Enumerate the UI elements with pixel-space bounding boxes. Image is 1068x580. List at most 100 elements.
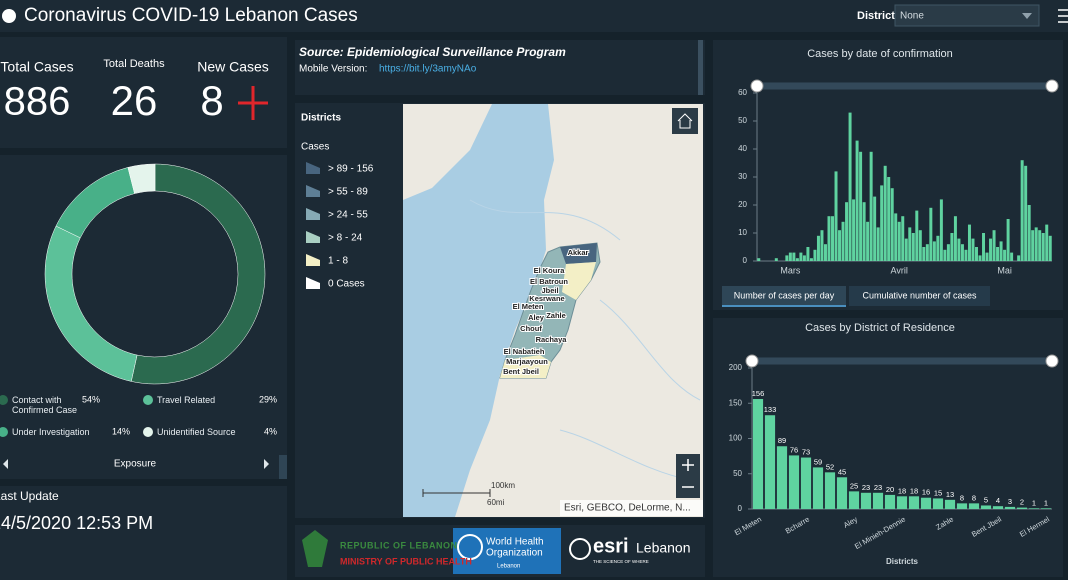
bar (1006, 219, 1010, 261)
tab[interactable] (849, 286, 990, 306)
bar (1016, 507, 1028, 509)
slider-handle[interactable] (1045, 79, 1059, 93)
donut-slice (130, 163, 266, 385)
bar (824, 472, 836, 509)
bar (922, 247, 926, 261)
bar (866, 221, 870, 261)
moph-emblem (302, 530, 328, 567)
y-tick-label: 0 (738, 504, 743, 513)
stat-value: 886 (4, 80, 71, 124)
bar (896, 496, 908, 509)
bar (855, 140, 859, 261)
bar (944, 499, 956, 509)
bar (816, 235, 820, 261)
attribution-bg (560, 500, 703, 516)
app-icon (2, 9, 16, 23)
district-label: Aley (528, 313, 545, 322)
bar (925, 244, 929, 261)
legend-swatch (306, 208, 320, 220)
district-label: Zahle (546, 311, 566, 320)
bar (980, 505, 992, 509)
bar (1038, 230, 1042, 261)
bar (1041, 233, 1045, 261)
stat-value: 26 (111, 77, 158, 124)
bar (908, 496, 920, 509)
value-label: 1 (1032, 498, 1036, 507)
legend-dot (0, 427, 8, 437)
value-label: 52 (826, 462, 834, 471)
tab-label[interactable]: Cumulative number of cases (862, 290, 977, 300)
district-label: District (857, 10, 895, 22)
stat-label: Total Cases (0, 59, 73, 75)
menu-icon[interactable] (1058, 9, 1068, 23)
value-label: 59 (814, 457, 822, 466)
value-label: 13 (946, 490, 954, 499)
bar (872, 492, 884, 509)
bar (956, 503, 968, 509)
source-panel (295, 40, 705, 95)
mobile-link[interactable]: https://bit.ly/3amyNAo (379, 64, 477, 75)
slider-handle[interactable] (750, 79, 764, 93)
district-select[interactable] (894, 4, 1040, 27)
district-select-value[interactable]: None (900, 11, 924, 22)
bar (992, 506, 1004, 509)
scale-km: 100km (491, 481, 515, 490)
stat-value: 8 (200, 77, 223, 124)
zoom-icons (682, 459, 694, 488)
bar (982, 233, 986, 261)
tab[interactable] (722, 286, 846, 306)
bar (848, 112, 852, 261)
bar (911, 233, 915, 261)
bar (932, 241, 936, 261)
value-label: 8 (972, 493, 976, 502)
slider-handle[interactable] (1045, 354, 1059, 368)
who-emblem (457, 534, 483, 560)
district-label: Rachaya (536, 335, 568, 344)
bar (936, 235, 940, 261)
bar (918, 230, 922, 261)
legend-class-label: > 8 - 24 (328, 233, 363, 244)
value-label: 2 (1020, 498, 1024, 507)
legend-dot (143, 427, 153, 437)
bar (975, 247, 978, 261)
bar (1024, 165, 1028, 261)
scrollbar (279, 455, 287, 479)
district-shape (500, 355, 551, 378)
bar (1028, 508, 1040, 509)
esri-globe (569, 538, 591, 560)
legend-label-box: Contact with Confirmed Case (12, 395, 78, 415)
bar (795, 258, 799, 261)
bar (1010, 252, 1014, 261)
y-tick-label: 10 (738, 228, 747, 237)
bar (799, 252, 803, 261)
bar (971, 238, 975, 261)
slider-handle[interactable] (745, 354, 759, 368)
district-label: Kesrwane (529, 294, 564, 303)
next-arrow[interactable] (264, 459, 269, 469)
bar (834, 171, 838, 261)
value-label: 18 (910, 486, 918, 495)
tab-label[interactable]: Number of cases per day (734, 290, 835, 300)
legend-value: 4% (264, 426, 277, 436)
x-tick-label: Mars (780, 265, 800, 275)
bar (1004, 506, 1016, 509)
update-value: 14/5/2020 12:53 PM (0, 513, 153, 533)
bar (894, 213, 898, 261)
moph-line: MINISTRY OF PUBLIC HEALTH (340, 556, 472, 566)
prev-arrow[interactable] (3, 459, 8, 469)
y-tick-label: 20 (738, 200, 747, 209)
legend-label: Contact with Confirmed Case (12, 395, 78, 415)
value-label: 1 (1044, 498, 1048, 507)
value-label: 133 (764, 405, 777, 414)
legend-label-box: Unidentified Source (157, 427, 236, 437)
map-home-button[interactable] (672, 108, 698, 134)
bar (996, 247, 1000, 261)
value-label: 76 (790, 445, 798, 454)
bar (946, 244, 950, 261)
value-label: 8 (960, 493, 964, 502)
bar (890, 188, 894, 261)
scale-bar (422, 489, 491, 497)
legend-class-label: 0 Cases (328, 279, 365, 290)
bar (1020, 160, 1024, 261)
bar (860, 492, 872, 509)
